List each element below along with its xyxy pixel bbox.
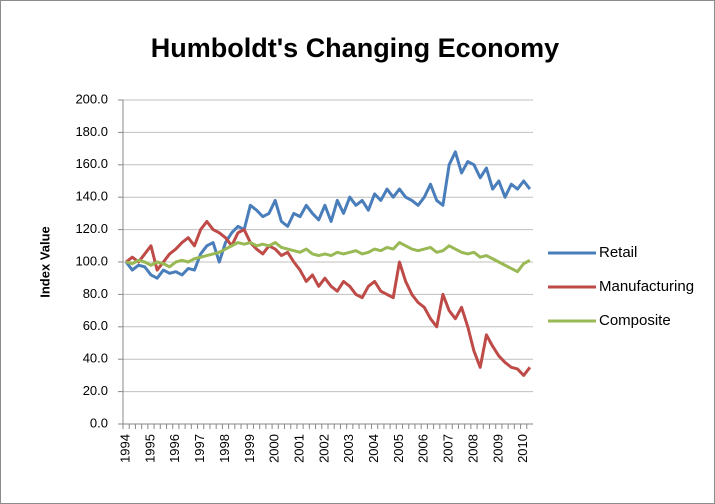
- x-tick-label: 1997: [192, 434, 207, 463]
- x-tick-label: 1996: [167, 434, 182, 463]
- x-tick-label: 2001: [291, 434, 306, 463]
- x-tick-label: 2008: [465, 434, 480, 463]
- y-tick-label: 100.0: [75, 253, 108, 268]
- y-tick-label: 60.0: [83, 318, 108, 333]
- x-tick-label: 1994: [118, 434, 133, 463]
- legend-label: Retail: [599, 244, 637, 261]
- x-tick-label: 1998: [217, 434, 232, 463]
- x-tick-label: 2007: [441, 434, 456, 463]
- y-tick-label: 140.0: [75, 189, 108, 204]
- x-tick-label: 2000: [267, 434, 282, 463]
- y-tick-label: 80.0: [83, 286, 108, 301]
- y-tick-label: 200.0: [75, 91, 108, 106]
- y-tick-label: 160.0: [75, 156, 108, 171]
- legend-label: Manufacturing: [599, 278, 694, 295]
- y-tick-label: 180.0: [75, 124, 108, 139]
- x-tick-label: 2010: [515, 434, 530, 463]
- y-axis-label: Index Value: [37, 226, 52, 298]
- x-tick-label: 2006: [416, 434, 431, 463]
- x-tick-label: 2005: [391, 434, 406, 463]
- x-tick-label: 1995: [142, 434, 157, 463]
- x-tick-label: 2002: [316, 434, 331, 463]
- series-line: [124, 150, 532, 280]
- y-tick-label: 40.0: [83, 351, 108, 366]
- x-tick-label: 2003: [341, 434, 356, 463]
- x-tick-label: 2009: [490, 434, 505, 463]
- y-tick-label: 120.0: [75, 221, 108, 236]
- x-tick-label: 2004: [366, 434, 381, 463]
- y-tick-label: 20.0: [83, 383, 108, 398]
- series-line: [125, 241, 531, 274]
- series-line: [125, 220, 532, 377]
- x-tick-label: 1999: [242, 434, 257, 463]
- y-tick-label: 0.0: [90, 415, 108, 430]
- legend-label: Composite: [599, 312, 671, 329]
- chart-title: Humboldt's Changing Economy: [151, 33, 559, 63]
